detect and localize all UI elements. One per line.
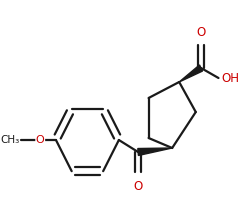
Polygon shape [179, 65, 203, 82]
Text: O: O [36, 135, 45, 145]
Text: O: O [133, 180, 143, 193]
Polygon shape [138, 148, 172, 155]
Text: OH: OH [221, 72, 239, 84]
Text: CH₃: CH₃ [0, 135, 19, 145]
Text: O: O [196, 26, 206, 39]
